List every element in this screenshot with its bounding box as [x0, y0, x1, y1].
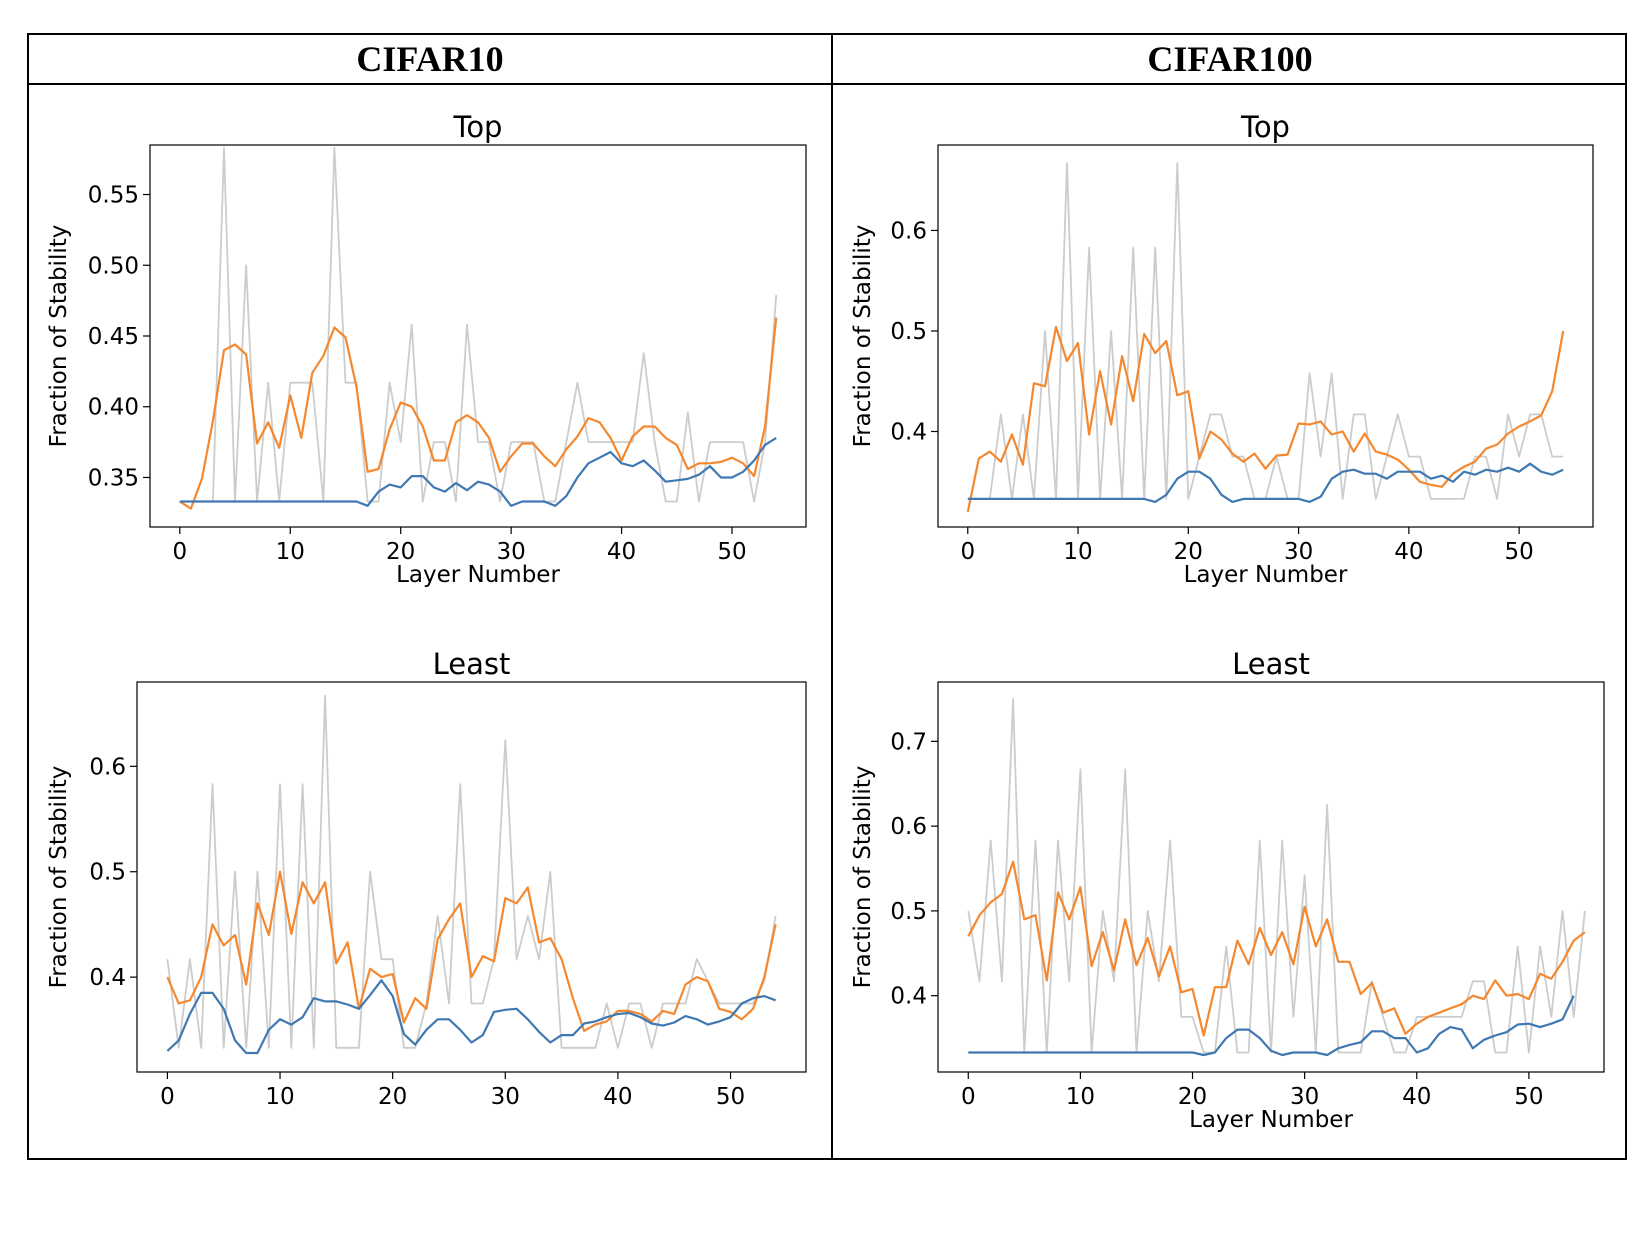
- cifar100-top-xtick-label: 30: [1284, 539, 1313, 565]
- cifar100-top-xtick-label: 20: [1174, 539, 1203, 565]
- cifar10-least-ylabel: Fraction of Stability: [46, 766, 72, 989]
- cifar100-least-plot-frame: [937, 681, 1605, 1073]
- cifar100-least-xtick-label: 0: [961, 1084, 976, 1110]
- cifar100-least-xtick-label: 20: [1178, 1084, 1207, 1110]
- cifar100-top-title: Top: [1240, 110, 1290, 144]
- column-title-cifar100: CIFAR100: [1147, 39, 1313, 79]
- cifar100-least-ytick-label: 0.7: [890, 729, 927, 755]
- cifar100-least-ytick-label: 0.6: [890, 814, 927, 840]
- cifar100-least-series-orange: [967, 860, 1586, 1037]
- cifar10-top-xtick-label: 20: [386, 539, 415, 565]
- cifar100-least-xtick-label: 10: [1066, 1084, 1095, 1110]
- cifar10-top-series-gray: [179, 146, 778, 503]
- cifar100-top-xtick-label: 40: [1394, 539, 1423, 565]
- cifar10-top-ytick-label: 0.55: [88, 183, 139, 209]
- cifar10-top-series-orange: [179, 317, 778, 510]
- cifar100-top-ytick-label: 0.6: [890, 218, 927, 244]
- cifar100-least-xlabel: Layer Number: [1189, 1107, 1353, 1133]
- cifar100-least-series-blue: [968, 995, 1575, 1057]
- cifar100-least-xtick-label: 30: [1290, 1084, 1319, 1110]
- cifar100-top-ylabel: Fraction of Stability: [850, 225, 876, 448]
- cifar10-top-xtick-label: 50: [717, 539, 746, 565]
- cifar10-top-chart: 0 10 20 30 40 50 0.35 0.40 0.45 0.50 0.55 Top Fracti…: [46, 110, 807, 588]
- cifar100-top-chart: 0 10 20 30 40 50 0.4 0.5 0.6 Top Fraction of Stabi…: [850, 110, 1594, 588]
- cifar10-top-ytick-label: 0.50: [88, 253, 139, 279]
- cifar100-least-chart: 0 10 20 30 40 50 0.4 0.5 0.6 0.7 Least Fraction of …: [850, 647, 1605, 1133]
- cifar10-least-plot-frame: [136, 681, 807, 1073]
- cifar100-top-ytick-label: 0.5: [890, 319, 927, 345]
- cifar100-least-ytick-label: 0.5: [890, 899, 927, 925]
- cifar100-top-series-blue: [967, 462, 1564, 503]
- cifar10-least-title: Least: [433, 647, 511, 681]
- cifar10-top-ytick-label: 0.35: [88, 465, 139, 491]
- cifar10-least-xtick-label: 0: [160, 1084, 175, 1110]
- cifar10-least-chart: 0 10 20 30 40 50 0.4 0.5 0.6 Least Fraction of Sta…: [46, 647, 807, 1110]
- cifar100-top-series-orange: [966, 325, 1565, 513]
- cifar100-top-plot-frame: [937, 144, 1594, 528]
- cifar10-least-ytick-label: 0.5: [89, 860, 126, 886]
- cifar100-least-xtick-label: 50: [1514, 1084, 1543, 1110]
- cifar10-least-xtick-label: 30: [491, 1084, 520, 1110]
- cifar100-least-ylabel: Fraction of Stability: [850, 766, 876, 989]
- cifar100-top-ytick-label: 0.4: [890, 420, 927, 446]
- cifar10-least-ytick-label: 0.4: [89, 965, 126, 991]
- cifar10-least-series-blue: [166, 979, 776, 1055]
- cifar10-least-xtick-label: 10: [265, 1084, 294, 1110]
- header-divider: [29, 83, 1625, 85]
- cifar10-least-series-orange: [166, 870, 777, 1033]
- cifar10-top-ylabel: Fraction of Stability: [46, 225, 72, 448]
- comparison-table: CIFAR10 CIFAR100: [27, 33, 1627, 1160]
- cifar100-least-series-gray: [967, 698, 1586, 1054]
- column-divider: [831, 35, 833, 1158]
- cifar100-top-xtick-label: 10: [1063, 539, 1092, 565]
- cifar100-top-xlabel: Layer Number: [1184, 562, 1348, 588]
- cifar10-least-xtick-label: 20: [378, 1084, 407, 1110]
- cifar10-top-xtick-label: 40: [607, 539, 636, 565]
- cifar10-top-ytick-label: 0.45: [88, 324, 139, 350]
- cifar10-top-series-blue: [179, 436, 777, 507]
- cifar10-top-xlabel: Layer Number: [396, 562, 560, 588]
- cifar10-top-xtick-label: 0: [172, 539, 187, 565]
- cifar10-least-ytick-label: 0.6: [89, 754, 126, 780]
- cifar100-least-ytick-label: 0.4: [890, 984, 927, 1010]
- cifar100-least-title: Least: [1232, 647, 1310, 681]
- cifar10-top-ytick-label: 0.40: [88, 395, 139, 421]
- cifar10-top-xtick-label: 30: [496, 539, 525, 565]
- cifar100-top-xtick-label: 50: [1504, 539, 1533, 565]
- cifar10-top-plot-frame: [149, 144, 807, 528]
- cifar10-top-title: Top: [453, 110, 503, 144]
- cifar10-top-xtick-label: 10: [276, 539, 305, 565]
- cifar10-least-xtick-label: 50: [716, 1084, 745, 1110]
- cifar100-least-xtick-label: 40: [1402, 1084, 1431, 1110]
- cifar100-top-xtick-label: 0: [960, 539, 975, 565]
- cifar10-least-xtick-label: 40: [603, 1084, 632, 1110]
- column-title-cifar10: CIFAR10: [356, 39, 504, 79]
- cifar10-least-series-gray: [166, 694, 777, 1049]
